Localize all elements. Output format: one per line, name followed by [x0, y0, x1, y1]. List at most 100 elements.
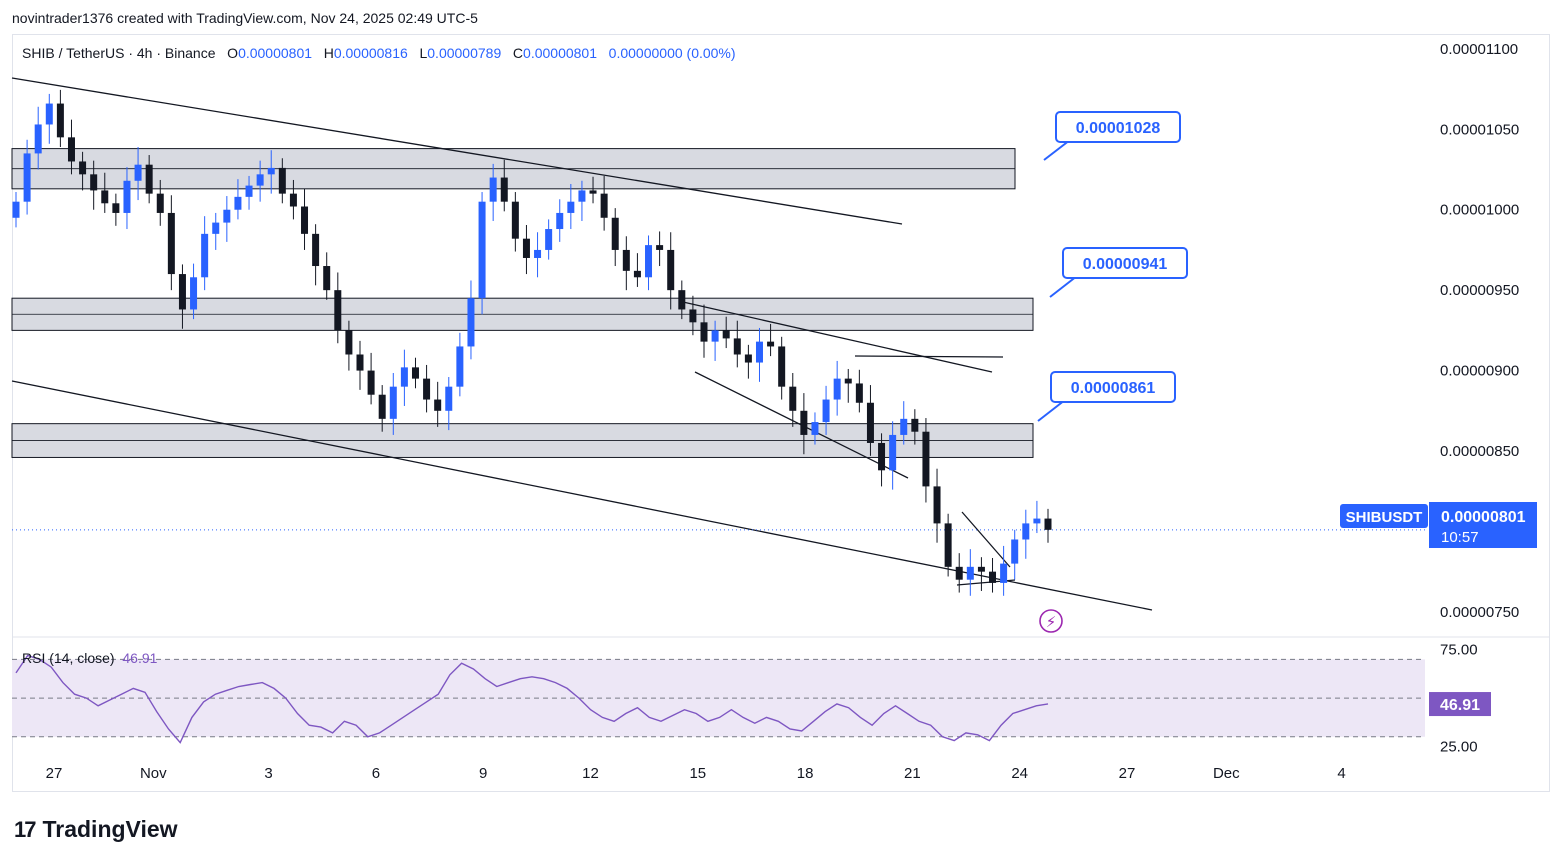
candle-body[interactable]: [345, 330, 353, 355]
candle-body[interactable]: [389, 386, 397, 419]
candle-body[interactable]: [589, 190, 597, 194]
candle-body[interactable]: [622, 249, 630, 271]
candle-body[interactable]: [134, 164, 142, 181]
candle-body[interactable]: [201, 233, 209, 278]
candle-body[interactable]: [323, 266, 331, 291]
event-lightning-icon[interactable]: [1039, 609, 1063, 633]
candle-body[interactable]: [256, 174, 264, 186]
candle-body[interactable]: [367, 370, 375, 395]
candle-body[interactable]: [34, 124, 42, 154]
candle-body[interactable]: [400, 367, 408, 387]
candle-body[interactable]: [45, 103, 53, 125]
candle-body[interactable]: [511, 201, 519, 239]
candle-body[interactable]: [245, 185, 253, 197]
candle-body[interactable]: [733, 338, 741, 355]
trendline[interactable]: [682, 301, 993, 373]
candle-body[interactable]: [334, 290, 342, 331]
candle-body[interactable]: [500, 177, 508, 202]
candle-body[interactable]: [567, 201, 575, 213]
candle-body[interactable]: [778, 346, 786, 387]
price-callout[interactable]: [1062, 247, 1188, 279]
candle-body[interactable]: [145, 164, 153, 194]
candle-body[interactable]: [866, 402, 874, 443]
candle-body[interactable]: [301, 206, 309, 234]
candle-body[interactable]: [23, 153, 31, 202]
candle-body[interactable]: [633, 270, 641, 278]
candle-body[interactable]: [700, 322, 708, 342]
rsi-line[interactable]: [15, 654, 1049, 744]
candle-body[interactable]: [178, 274, 186, 310]
candle-body[interactable]: [878, 442, 886, 471]
candle-body[interactable]: [12, 201, 20, 218]
candle-body[interactable]: [167, 212, 175, 275]
price-callout[interactable]: [1050, 371, 1176, 403]
candle-body[interactable]: [744, 354, 752, 363]
tradingview-logo[interactable]: 17 TradingView: [14, 816, 178, 843]
trendline[interactable]: [11, 77, 903, 225]
candle-body[interactable]: [90, 174, 98, 191]
candle-body[interactable]: [944, 523, 952, 567]
candle-body[interactable]: [556, 212, 564, 230]
candle-body[interactable]: [922, 431, 930, 487]
candle-body[interactable]: [933, 486, 941, 524]
candle-body[interactable]: [578, 190, 586, 202]
candle-body[interactable]: [977, 566, 985, 572]
candle-body[interactable]: [278, 167, 286, 194]
candle-body[interactable]: [378, 394, 386, 419]
candle-body[interactable]: [234, 196, 242, 210]
candle-body[interactable]: [667, 249, 675, 291]
candle-body[interactable]: [855, 383, 863, 403]
candle-body[interactable]: [434, 399, 442, 411]
candle-body[interactable]: [267, 167, 275, 175]
candle-body[interactable]: [312, 233, 320, 267]
candle-body[interactable]: [789, 386, 797, 411]
candle-body[interactable]: [1044, 518, 1052, 530]
candle-body[interactable]: [911, 418, 919, 432]
candle-body[interactable]: [522, 238, 530, 258]
candle-body[interactable]: [101, 190, 109, 204]
candle-body[interactable]: [67, 137, 75, 162]
candle-body[interactable]: [79, 161, 87, 175]
candle-body[interactable]: [645, 245, 653, 278]
candle-body[interactable]: [767, 341, 775, 347]
candle-body[interactable]: [489, 177, 497, 202]
candle-body[interactable]: [1022, 523, 1030, 540]
candle-body[interactable]: [889, 434, 897, 471]
candle-body[interactable]: [478, 201, 486, 299]
candle-body[interactable]: [822, 399, 830, 423]
candle-body[interactable]: [966, 566, 974, 580]
candle-body[interactable]: [212, 222, 220, 234]
candle-body[interactable]: [722, 330, 730, 339]
candle-body[interactable]: [56, 103, 64, 138]
candle-body[interactable]: [534, 249, 542, 258]
candle-body[interactable]: [711, 330, 719, 342]
candle-body[interactable]: [600, 193, 608, 218]
candle-body[interactable]: [989, 571, 997, 583]
candle-body[interactable]: [689, 309, 697, 323]
candle-body[interactable]: [467, 298, 475, 347]
candle-body[interactable]: [955, 566, 963, 580]
candle-body[interactable]: [223, 209, 231, 223]
candle-body[interactable]: [445, 386, 453, 411]
candle-body[interactable]: [123, 180, 131, 213]
candle-body[interactable]: [1000, 563, 1008, 583]
trendline[interactable]: [854, 355, 1004, 358]
candle-body[interactable]: [1033, 518, 1041, 524]
candle-body[interactable]: [678, 290, 686, 310]
candle-body[interactable]: [356, 354, 364, 371]
trendline[interactable]: [961, 511, 1011, 568]
candle-body[interactable]: [456, 346, 464, 387]
candle-body[interactable]: [833, 378, 841, 400]
candle-body[interactable]: [423, 378, 431, 400]
candle-body[interactable]: [156, 193, 164, 213]
candle-body[interactable]: [1011, 539, 1019, 564]
candle-body[interactable]: [190, 277, 198, 310]
candle-body[interactable]: [755, 341, 763, 363]
candle-body[interactable]: [411, 367, 419, 379]
candle-body[interactable]: [900, 418, 908, 435]
candle-body[interactable]: [844, 378, 852, 384]
candle-body[interactable]: [545, 229, 553, 250]
candle-body[interactable]: [112, 203, 120, 213]
price-callout[interactable]: [1055, 111, 1181, 143]
